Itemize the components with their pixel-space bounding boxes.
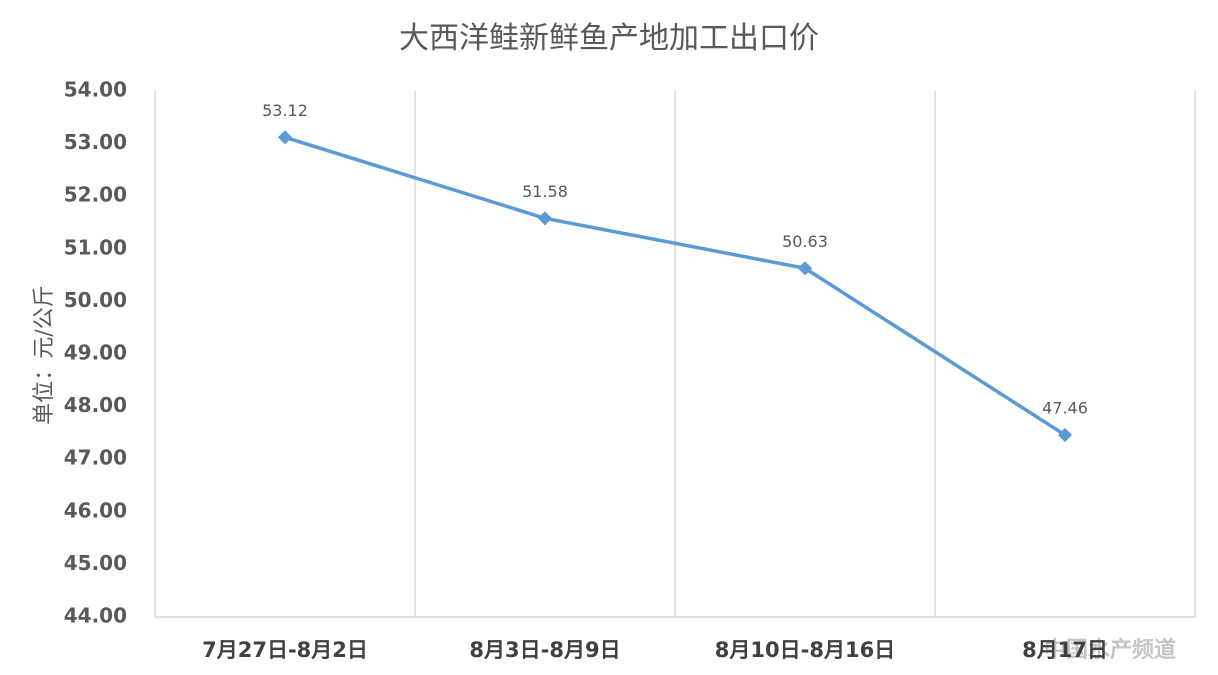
x-tick-label: 8月17日: [1022, 638, 1108, 662]
chart-title: 大西洋鲑新鲜鱼产地加工出口价: [399, 21, 819, 56]
x-tick-label: 7月27日-8月2日: [202, 638, 368, 662]
x-tick-label: 8月3日-8月9日: [469, 638, 620, 662]
y-tick-label: 54.00: [64, 78, 127, 102]
data-point: [537, 211, 553, 226]
y-tick-label: 52.00: [64, 183, 127, 207]
y-tick-label: 46.00: [64, 498, 127, 522]
y-tick-label: 45.00: [64, 551, 127, 575]
series-line: [284, 135, 1066, 437]
y-tick-label: 47.00: [64, 446, 127, 470]
data-label: 47.46: [1042, 399, 1088, 418]
data-point: [1057, 427, 1073, 443]
y-tick-label: 53.00: [64, 130, 127, 154]
data-point: [277, 130, 293, 145]
watermark: 中国水产频道: [1044, 637, 1176, 663]
y-axis-label: 单位：元/公斤: [32, 285, 57, 424]
data-label: 51.58: [522, 182, 568, 201]
data-point: [797, 261, 813, 276]
data-label: 53.12: [262, 101, 308, 120]
y-tick-label: 49.00: [64, 341, 127, 365]
x-tick-label: 8月10日-8月16日: [715, 638, 895, 662]
y-tick-label: 48.00: [64, 393, 127, 417]
y-tick-label: 50.00: [64, 288, 127, 312]
y-tick-label: 44.00: [64, 604, 127, 628]
y-tick-label: 51.00: [64, 235, 127, 259]
data-label: 50.63: [782, 232, 828, 251]
